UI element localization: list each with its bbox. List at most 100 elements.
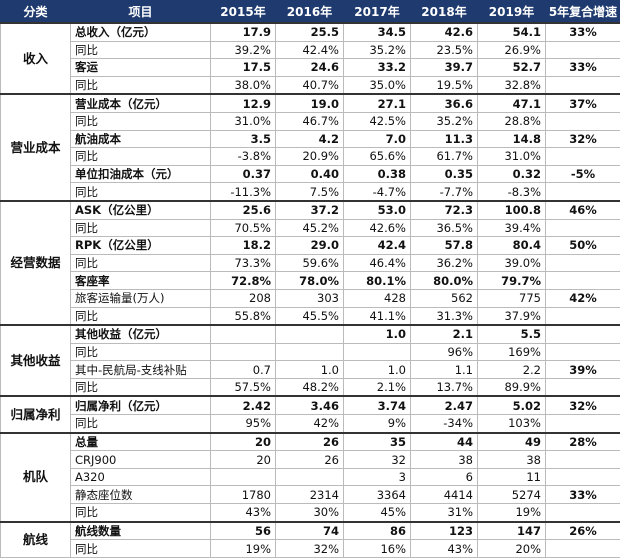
row-label: 同比 [71,76,211,94]
row-label: 同比 [71,540,211,558]
value-cell: 1.0 [344,361,411,379]
cagr-cell: 33% [546,486,620,504]
value-cell: 26.9% [478,41,546,59]
value-cell: 35.2% [344,41,411,59]
cagr-cell [546,378,620,396]
row-label: 归属净利（亿元） [71,396,211,414]
group-label: 其他收益 [1,325,71,396]
value-cell: 7.0 [344,130,411,148]
value-cell: 29.0 [276,237,344,255]
value-cell: 1.0 [276,361,344,379]
value-cell: 32.8% [478,76,546,94]
row-label: 同比 [71,219,211,237]
value-cell: 0.32 [478,165,546,183]
value-cell: 19.5% [411,76,478,94]
value-cell: 52.7 [478,59,546,77]
value-cell: 20.9% [276,148,344,166]
value-cell: 45% [344,504,411,522]
group-label: 经营数据 [1,201,71,325]
cagr-cell [546,219,620,237]
value-cell: -11.3% [211,183,276,201]
value-cell: 42.4 [344,237,411,255]
value-cell: 32 [344,451,411,469]
row-label: 同比 [71,41,211,59]
value-cell: 46.4% [344,254,411,272]
value-cell: 2.1% [344,378,411,396]
value-cell: 20 [211,433,276,451]
row-label: 同比 [71,504,211,522]
value-cell: 19% [211,540,276,558]
value-cell: 43% [211,504,276,522]
header-cell: 分类 [1,1,71,24]
cagr-cell [546,183,620,201]
cagr-cell: 32% [546,396,620,414]
cagr-cell: 28% [546,433,620,451]
value-cell: 56 [211,522,276,540]
row-label: 总收入（亿元） [71,23,211,41]
value-cell: 89.9% [478,378,546,396]
row-label: 其他收益（亿元） [71,325,211,343]
value-cell: -4.7% [344,183,411,201]
value-cell [211,325,276,343]
value-cell: 80.0% [411,272,478,290]
value-cell: 169% [478,343,546,361]
value-cell: 80.1% [344,272,411,290]
value-cell: 6 [411,468,478,486]
row-label: 同比 [71,148,211,166]
cagr-cell: -5% [546,165,620,183]
value-cell: 0.40 [276,165,344,183]
value-cell: 0.37 [211,165,276,183]
row-label: 客座率 [71,272,211,290]
value-cell: 38 [411,451,478,469]
value-cell: 562 [411,289,478,307]
value-cell: 123 [411,522,478,540]
value-cell: 5274 [478,486,546,504]
value-cell: 57.8 [411,237,478,255]
value-cell: 3364 [344,486,411,504]
value-cell: 37.9% [478,307,546,325]
value-cell: 59.6% [276,254,344,272]
value-cell: 1.1 [411,361,478,379]
row-label: 总量 [71,433,211,451]
value-cell: 33.2 [344,59,411,77]
value-cell: 74 [276,522,344,540]
cagr-cell: 39% [546,361,620,379]
value-cell: 19% [478,504,546,522]
value-cell: 23.5% [411,41,478,59]
header-cell: 5年复合增速 [546,1,620,24]
cagr-cell: 33% [546,23,620,41]
cagr-cell: 32% [546,130,620,148]
value-cell: 1780 [211,486,276,504]
value-cell: 65.6% [344,148,411,166]
value-cell: -34% [411,415,478,433]
row-label: 同比 [71,254,211,272]
value-cell: 3.5 [211,130,276,148]
row-label: 静态座位数 [71,486,211,504]
value-cell: -3.8% [211,148,276,166]
value-cell: 30% [276,504,344,522]
row-label: 其中-民航局-支线补贴 [71,361,211,379]
cagr-cell [546,76,620,94]
value-cell: 100.8 [478,201,546,219]
value-cell: 96% [411,343,478,361]
value-cell [211,468,276,486]
value-cell: 0.35 [411,165,478,183]
row-label: 同比 [71,343,211,361]
cagr-cell: 37% [546,94,620,112]
row-label: 营业成本（亿元） [71,94,211,112]
value-cell: 27.1 [344,94,411,112]
value-cell: 7.5% [276,183,344,201]
